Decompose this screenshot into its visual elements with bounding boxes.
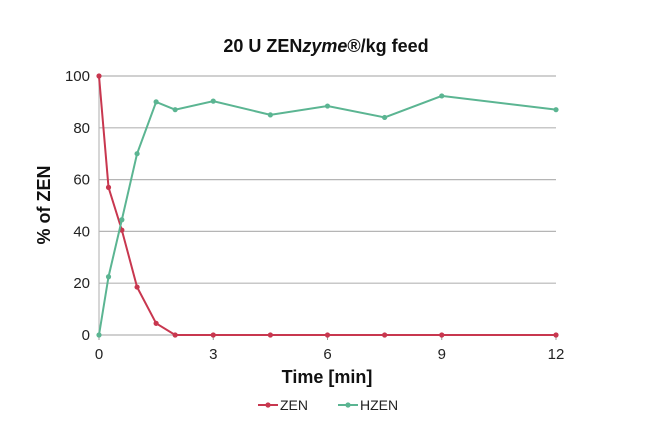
data-point-hzen <box>439 93 445 99</box>
legend-label: ZEN <box>280 397 308 413</box>
data-point-zen <box>210 332 216 338</box>
data-point-hzen <box>134 151 140 157</box>
legend-item-hzen: HZEN <box>338 397 398 413</box>
data-point-hzen <box>105 274 112 280</box>
y-axis-label: % of ZEN <box>34 166 54 245</box>
data-point-zen <box>153 320 159 326</box>
x-tick-label: 3 <box>209 346 217 363</box>
x-tick-label: 0 <box>95 346 103 363</box>
data-point-hzen <box>172 107 178 113</box>
data-point-zen <box>324 332 331 338</box>
data-point-zen <box>172 332 178 338</box>
data-point-hzen <box>96 332 102 338</box>
legend-marker-dot <box>345 402 351 408</box>
y-tick-label: 60 <box>73 172 90 189</box>
legend-item-zen: ZEN <box>258 397 308 413</box>
data-point-zen <box>382 332 388 338</box>
data-point-zen <box>105 184 112 190</box>
data-point-hzen <box>553 107 559 113</box>
chart-title: 20 U ZENzyme®/kg feed <box>223 36 428 56</box>
data-point-hzen <box>324 103 331 109</box>
y-tick-label: 40 <box>73 223 90 240</box>
y-tick-label: 0 <box>82 327 90 344</box>
data-point-zen <box>439 332 445 338</box>
y-tick-label: 80 <box>73 120 90 137</box>
series-line-zen <box>98 75 556 336</box>
data-point-zen <box>267 332 273 338</box>
series-line-hzen <box>98 94 557 336</box>
y-tick-label: 100 <box>65 68 90 85</box>
data-point-hzen <box>153 99 159 105</box>
data-point-zen <box>134 284 140 290</box>
data-point-hzen <box>267 112 273 118</box>
x-tick-label: 12 <box>548 346 565 363</box>
x-tick-label: 9 <box>438 346 446 363</box>
legend-label: HZEN <box>360 397 398 413</box>
data-point-zen <box>553 332 559 338</box>
data-point-zen <box>96 73 102 79</box>
data-point-hzen <box>210 98 216 104</box>
data-point-hzen <box>119 217 125 223</box>
x-tick-label: 6 <box>323 346 331 363</box>
y-tick-label: 20 <box>73 275 90 292</box>
x-axis-label: Time [min] <box>282 367 373 387</box>
data-point-hzen <box>382 114 388 121</box>
legend-marker-dot <box>265 402 271 408</box>
